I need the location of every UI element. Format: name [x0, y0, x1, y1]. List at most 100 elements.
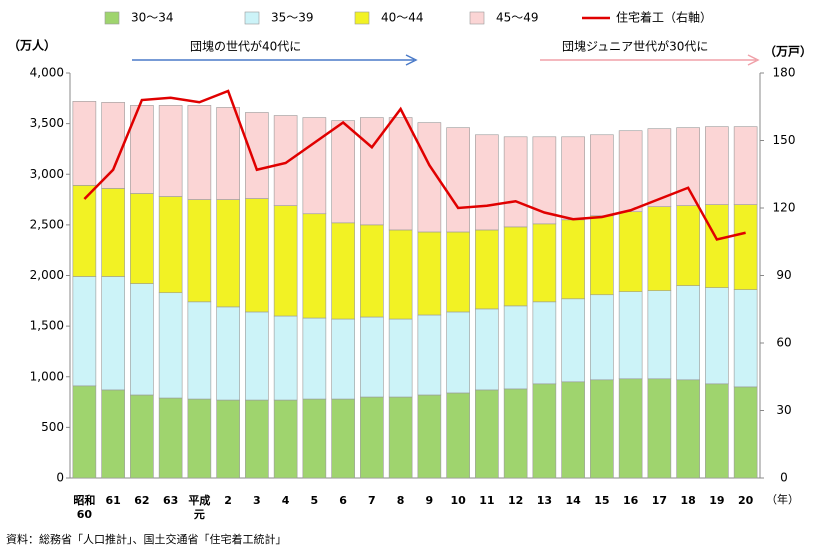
x-tick-label: 61 [105, 494, 121, 507]
bar-segment [302, 213, 327, 319]
bar-segment [561, 219, 585, 300]
bar-segment [618, 211, 643, 292]
source-note: 資料：総務省「人口推計」、国土交通省「住宅着工統計」 [6, 532, 287, 546]
bar-segment [158, 397, 183, 479]
bar-segment [561, 298, 585, 383]
bar-segment [733, 289, 758, 388]
bar-segment [417, 231, 442, 316]
x-tick-label: 平成 元 [188, 494, 211, 521]
bar-segment [561, 136, 585, 221]
bar-segment [532, 223, 557, 303]
legend-label: 40～44 [381, 11, 424, 25]
y-tick-label: 0 [56, 471, 64, 485]
bar-segment [101, 102, 125, 189]
bar-segment [72, 101, 97, 186]
bar-segment [590, 379, 614, 479]
bar-segment [590, 294, 614, 381]
y-tick-label: 1,000 [30, 369, 64, 383]
bar-segment [388, 117, 413, 231]
bar-segment [158, 196, 183, 294]
bar-segment [302, 398, 327, 479]
x-tick-label: 17 [651, 494, 668, 507]
bar-segment [590, 215, 614, 296]
bar-segment [618, 130, 643, 213]
y2-tick-label: 90 [776, 268, 791, 282]
bar-segment [72, 276, 97, 387]
y2-tick-label: 180 [773, 66, 796, 80]
legend-label: 30～34 [131, 11, 174, 25]
bar-segment [273, 115, 298, 206]
y2-axis-label: （万戸） [764, 44, 812, 59]
x-tick-label: 6 [339, 494, 347, 507]
bar-segment [388, 229, 413, 320]
annotation-arrow-head [747, 54, 760, 66]
bar-segment [273, 399, 298, 479]
annotation: 団塊の世代が40代に [190, 39, 301, 54]
y-tick-label: 1,500 [30, 319, 64, 333]
x-tick-label: 20 [737, 494, 754, 507]
bar-segment [158, 105, 183, 197]
legend-swatch [354, 11, 370, 25]
y-tick-label: 2,000 [30, 268, 64, 282]
x-tick-label: 11 [479, 494, 495, 507]
y-tick-label: 4,000 [30, 66, 64, 80]
bar-segment [388, 396, 413, 479]
bar-segment [216, 199, 240, 308]
bar-segment [331, 398, 355, 479]
bar-segment [618, 378, 643, 479]
x-axis-label: （年） [766, 492, 799, 506]
bar-segment [101, 188, 125, 277]
bar-segment [590, 134, 614, 217]
bar-segment [705, 204, 729, 288]
bar-segment [273, 315, 298, 401]
bar-segment [647, 206, 672, 291]
x-tick-label: 18 [680, 494, 696, 507]
y2-tick-label: 120 [773, 201, 796, 215]
bar-segment [130, 394, 154, 479]
bar-segment [475, 389, 499, 479]
x-tick-label: 4 [281, 494, 290, 507]
bar-segment [647, 128, 672, 207]
y2-tick-label: 0 [780, 471, 788, 485]
bar-segment [417, 314, 442, 396]
x-tick-label: 2 [224, 494, 232, 507]
bar-segment [331, 120, 355, 224]
y2-tick-label: 60 [776, 336, 791, 350]
x-tick-label: 3 [253, 494, 261, 507]
bar-segment [618, 291, 643, 380]
legend-swatch [104, 11, 120, 25]
bar-segment [187, 301, 212, 400]
bar-segment [705, 383, 729, 479]
y-tick-label: 3,500 [30, 116, 64, 130]
bar-segment [503, 305, 528, 390]
bar-segment [216, 107, 240, 200]
bar-segment [331, 222, 355, 320]
bar-segment [245, 311, 269, 401]
bar-segment [187, 199, 212, 303]
bar-segment [446, 127, 470, 233]
annotation: 団塊ジュニア世代が30代に [562, 39, 708, 54]
bar-segment [647, 290, 672, 380]
bar-segment [187, 105, 212, 200]
bar-segment [446, 311, 470, 394]
bar-segment [475, 229, 499, 310]
bar-segment [503, 388, 528, 479]
bar-segment [216, 306, 240, 401]
y-tick-label: 3,000 [30, 167, 64, 181]
bar-segment [417, 122, 442, 233]
bar-segment [216, 399, 240, 479]
bar-segment [130, 283, 154, 396]
y2-tick-label: 150 [773, 133, 796, 147]
bar-segment [360, 396, 384, 479]
y-tick-label: 500 [41, 420, 64, 434]
legend-label: 住宅着工（右軸） [616, 10, 712, 25]
x-tick-label: 14 [565, 494, 581, 507]
bar-segment [101, 276, 125, 391]
bar-segment [245, 198, 269, 313]
y2-tick-label: 30 [776, 403, 791, 417]
y-tick-label: 2,500 [30, 217, 64, 231]
x-tick-label: 8 [396, 494, 405, 507]
bar-segment [360, 117, 384, 226]
bar-segment [503, 226, 528, 307]
bar-segment [705, 126, 729, 205]
